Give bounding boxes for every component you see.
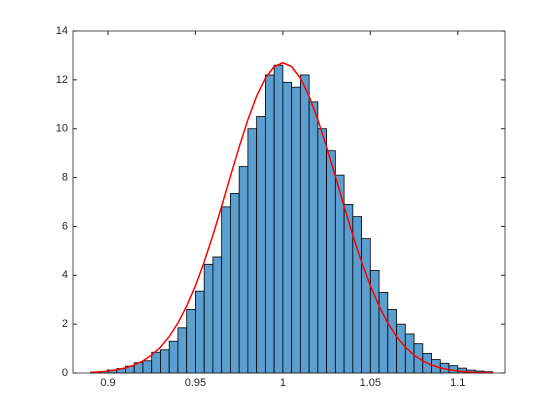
y-tick-label: 12 [56,74,68,86]
bar [230,193,240,374]
bar [308,101,319,374]
bar [151,351,161,374]
bar [326,150,336,374]
y-tick-label: 4 [62,269,68,281]
bar [378,291,389,374]
axes-box [72,30,506,374]
bar [291,86,301,374]
bar [282,81,293,374]
bar [186,309,196,374]
bar [273,64,284,374]
bar [264,74,275,374]
bar [177,327,188,374]
bar [142,360,153,374]
bar [195,290,205,374]
bar [361,238,371,374]
x-tick-label: 0.95 [185,377,206,389]
bar [387,309,397,374]
bar [317,128,328,374]
bar [247,128,258,374]
bar [203,263,214,374]
bar [168,340,179,374]
bar [160,349,170,374]
bar [212,256,223,374]
x-tick-label: 1.05 [360,377,381,389]
x-tick-label: 1.1 [450,377,465,389]
fit-line [90,61,493,374]
bar [334,174,345,374]
x-tick-label: 1 [280,377,286,389]
y-tick-label: 8 [62,171,68,183]
y-tick-label: 2 [62,318,68,330]
y-tick-label: 14 [56,25,68,37]
bar [369,269,380,374]
x-tick-label: 0.9 [100,377,115,389]
y-tick-label: 0 [62,367,68,379]
bar [299,74,310,374]
bar [238,166,249,374]
y-tick-label: 10 [56,123,68,135]
bar [221,206,231,374]
y-tick-label: 6 [62,220,68,232]
bar [396,323,406,374]
bar [256,116,266,374]
